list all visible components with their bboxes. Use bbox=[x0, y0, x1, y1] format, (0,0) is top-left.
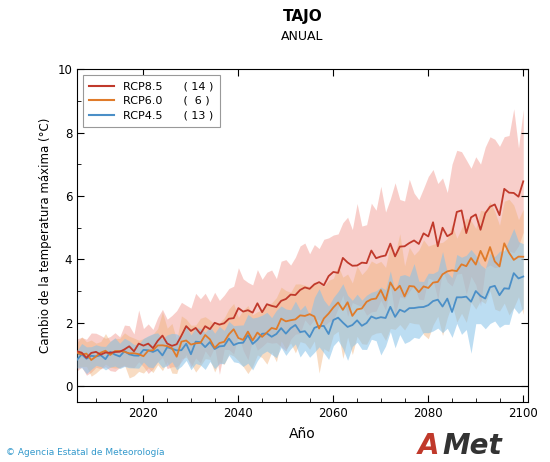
Text: TAJO: TAJO bbox=[283, 9, 322, 24]
Text: Met: Met bbox=[443, 432, 503, 460]
Text: © Agencia Estatal de Meteorología: © Agencia Estatal de Meteorología bbox=[6, 449, 164, 457]
Text: ANUAL: ANUAL bbox=[281, 30, 324, 43]
Text: A: A bbox=[418, 432, 439, 460]
X-axis label: Año: Año bbox=[289, 427, 316, 441]
Legend: RCP8.5      ( 14 ), RCP6.0      (  6 ), RCP4.5      ( 13 ): RCP8.5 ( 14 ), RCP6.0 ( 6 ), RCP4.5 ( 13… bbox=[82, 75, 219, 127]
Y-axis label: Cambio de la temperatura máxima (°C): Cambio de la temperatura máxima (°C) bbox=[39, 118, 52, 353]
